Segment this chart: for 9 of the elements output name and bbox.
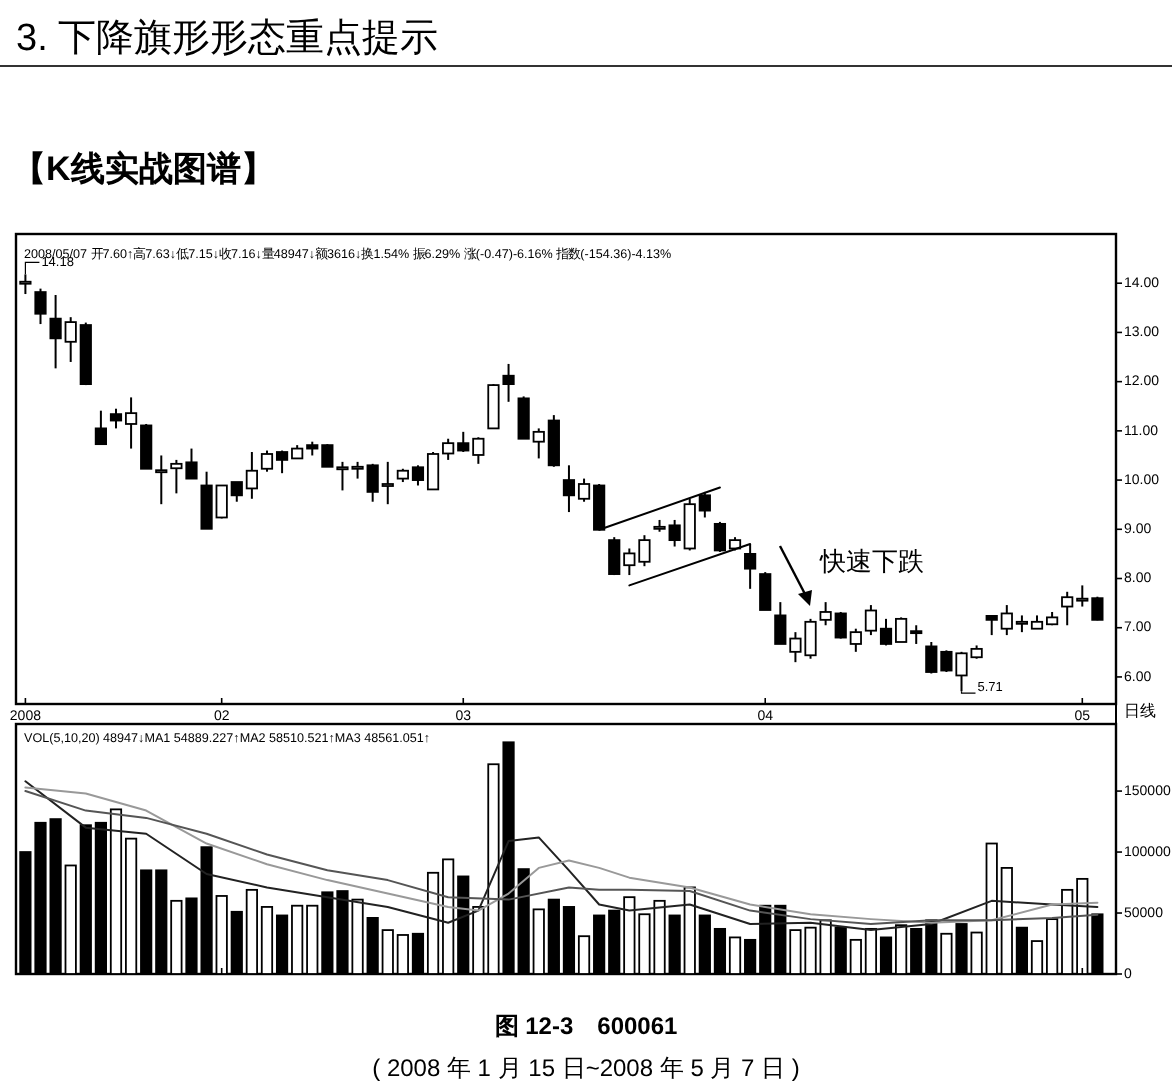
candlestick bbox=[34, 287, 47, 326]
chart-title: 3. 下降旗形形态重点提示 bbox=[16, 18, 439, 60]
chart-subtitle: 【K线实战图谱】 bbox=[12, 150, 275, 188]
text: ( 2008 年 1 月 15 日~2008 年 5 月 7 日 ) bbox=[372, 1054, 800, 1082]
annotation: 快速下跌 bbox=[818, 546, 924, 576]
candlestick bbox=[759, 571, 772, 611]
candlestick bbox=[94, 409, 107, 446]
text: 日线 bbox=[1124, 702, 1156, 720]
caption: 图 12-3 600061 bbox=[494, 1012, 679, 1040]
